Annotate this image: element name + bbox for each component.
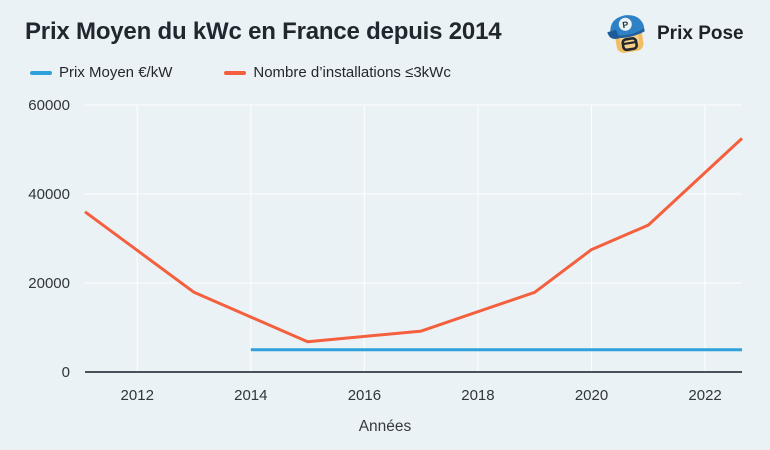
svg-text:0: 0 xyxy=(62,364,70,381)
svg-text:2020: 2020 xyxy=(575,387,608,404)
svg-text:2016: 2016 xyxy=(348,387,381,404)
prix-pose-logo[interactable]: P Prix Pose xyxy=(606,10,744,58)
svg-text:2012: 2012 xyxy=(121,387,154,404)
svg-text:2014: 2014 xyxy=(234,387,267,404)
logo-letter: P xyxy=(622,19,630,30)
legend-item-prix-moyen[interactable]: Prix Moyen €/kW xyxy=(30,64,172,81)
legend-label: Prix Moyen €/kW xyxy=(59,64,173,81)
svg-text:40000: 40000 xyxy=(28,186,70,203)
legend-item-installations[interactable]: Nombre d’installations ≤3kWc xyxy=(224,64,451,81)
prix-pose-logo-icon: P xyxy=(607,15,645,53)
svg-text:60000: 60000 xyxy=(28,97,70,114)
svg-text:20000: 20000 xyxy=(28,275,70,292)
legend-label: Nombre d’installations ≤3kWc xyxy=(253,64,451,81)
page-title: Prix Moyen du kWc en France depuis 2014 xyxy=(25,18,502,45)
brand-name: Prix Pose xyxy=(657,23,744,44)
legend-swatch-blue xyxy=(30,70,52,75)
svg-text:2022: 2022 xyxy=(688,387,721,404)
chart-legend: Prix Moyen €/kW Nombre d’installations ≤… xyxy=(30,64,451,81)
legend-swatch-orange xyxy=(224,70,247,75)
svg-text:2018: 2018 xyxy=(461,387,494,404)
svg-text:Années: Années xyxy=(359,418,412,435)
